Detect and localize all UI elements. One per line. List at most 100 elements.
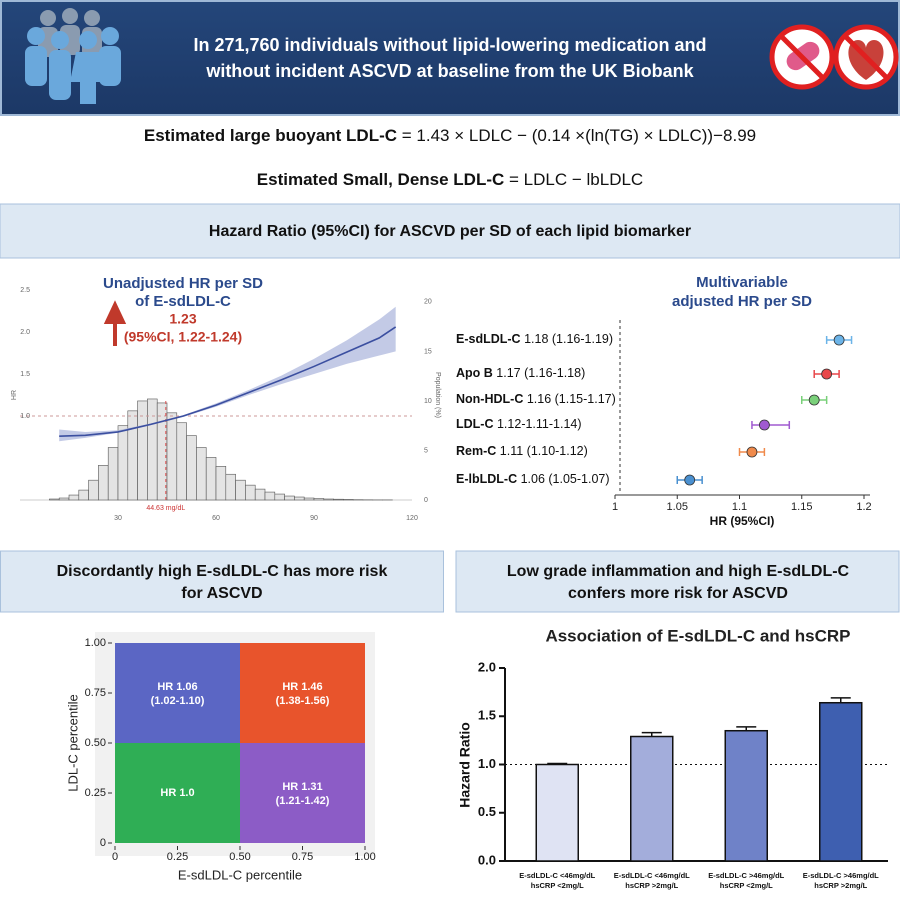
x-tick-label: E-sdLDL-C <46mg/dL xyxy=(614,871,690,880)
y2-tick-label: 0 xyxy=(424,497,428,504)
histogram-bar xyxy=(225,473,236,501)
y-axis-title: LDL-C percentile xyxy=(65,694,80,792)
category-label: E-lbLDL-C xyxy=(456,472,517,486)
reference-label: 44.63 mg/dL xyxy=(146,505,185,512)
quadrant xyxy=(115,743,240,843)
histogram-bar xyxy=(333,498,344,501)
point xyxy=(808,394,820,406)
row-label: Non-HDL-C 1.16 (1.15-1.17) xyxy=(456,392,616,406)
x-tick-label: E-sdLDL-C <46mg/dL xyxy=(519,871,595,880)
formula: Estimated Small, Dense LDL-C = LDLC − lb… xyxy=(257,170,643,189)
histogram-bar xyxy=(323,498,334,501)
histogram-bar xyxy=(117,425,129,501)
histogram-bar xyxy=(88,479,99,501)
quadrant-ci: (1.38-1.56) xyxy=(276,695,330,707)
point xyxy=(833,334,845,346)
section-title: Hazard Ratio (95%CI) for ASCVD per SD of… xyxy=(209,223,691,240)
y-tick-label: 0.0 xyxy=(478,852,496,867)
x-tick-label: 30 xyxy=(114,515,122,522)
y2-tick-label: 10 xyxy=(424,398,432,405)
histogram-bar xyxy=(107,447,119,501)
y2-tick-label: 20 xyxy=(424,299,432,306)
histogram-bar xyxy=(215,466,227,501)
point xyxy=(684,474,696,486)
y2-tick-label: 15 xyxy=(424,348,432,355)
histogram-bar xyxy=(313,498,325,501)
histogram-bar xyxy=(245,484,256,501)
no-heart-disease-icon xyxy=(833,24,899,90)
quadrant-label: HR 1.46 xyxy=(282,681,322,693)
value-label: 1.06 (1.05-1.07) xyxy=(521,472,610,486)
x-tick-label: 90 xyxy=(310,515,318,522)
y2-axis-title: Population (%) xyxy=(434,372,441,418)
x-tick-label: hsCRP <2mg/L xyxy=(720,881,773,890)
y-tick-label: 0.25 xyxy=(85,787,106,799)
y-tick-label: 1.00 xyxy=(85,637,106,649)
histogram-bar xyxy=(294,496,305,501)
point xyxy=(759,419,770,431)
quadrant xyxy=(240,643,365,743)
x-tick-label: 1.05 xyxy=(667,501,688,513)
y-tick-label: 0.75 xyxy=(85,687,106,699)
x-tick-label: 1 xyxy=(612,501,618,513)
annotation: (95%CI, 1.22-1.24) xyxy=(124,329,242,345)
value-label: 1.11 (1.10-1.12) xyxy=(500,444,588,458)
histogram-bar xyxy=(196,447,207,501)
histogram-bar xyxy=(49,498,60,501)
formula-expression: = LDLC − lbLDLC xyxy=(509,170,643,189)
histogram-bar xyxy=(147,398,158,501)
chart-title: adjusted HR per SD xyxy=(672,293,812,310)
y-tick-label: 1.5 xyxy=(20,371,30,378)
point xyxy=(746,446,758,458)
histogram-bar xyxy=(186,435,197,501)
y-tick-label: 1.0 xyxy=(478,756,496,771)
section-box xyxy=(0,203,900,259)
row-label: Rem-C 1.11 (1.10-1.12) xyxy=(456,444,588,458)
header-title: In 271,760 individuals without lipid-low… xyxy=(193,35,706,55)
confidence-band xyxy=(59,306,396,442)
value-label: 1.12-1.11-1.14) xyxy=(497,417,582,431)
point xyxy=(821,368,833,380)
y-tick-label: 0 xyxy=(100,837,106,849)
category-label: Apo B xyxy=(456,366,493,380)
bar xyxy=(630,735,674,862)
formula-name: Estimated Small, Dense LDL-C xyxy=(257,170,505,189)
row-label: LDL-C 1.12-1.11-1.14) xyxy=(456,417,582,431)
header-title: without incident ASCVD at baseline from … xyxy=(205,61,694,81)
category-label: Rem-C xyxy=(456,444,496,458)
category-label: Non-HDL-C xyxy=(456,392,523,406)
y-tick-label: 2.0 xyxy=(20,329,30,336)
histogram-bar xyxy=(166,412,178,501)
quadrant-ci: (1.02-1.10) xyxy=(151,695,205,707)
x-tick-label: hsCRP >2mg/L xyxy=(814,881,867,890)
x-tick-label: 120 xyxy=(406,515,418,522)
y2-tick-label: 5 xyxy=(424,447,428,454)
y-axis-title: Hazard Ratio xyxy=(457,722,473,808)
bar xyxy=(724,729,768,862)
category-label: E-sdLDL-C xyxy=(456,332,521,346)
y-tick-label: 0.50 xyxy=(85,737,106,749)
histogram-bar xyxy=(78,489,89,501)
histogram-bar xyxy=(58,497,70,501)
x-tick-label: 0 xyxy=(112,851,118,863)
histogram-bar xyxy=(68,494,80,501)
histogram-bar xyxy=(303,497,315,501)
row-label: E-sdLDL-C 1.18 (1.16-1.19) xyxy=(456,332,613,346)
section-box xyxy=(0,550,444,613)
x-tick-label: E-sdLDL-C >46mg/dL xyxy=(708,871,784,880)
chart-title: Association of E-sdLDL-C and hsCRP xyxy=(545,626,850,645)
row-label: E-lbLDL-C 1.06 (1.05-1.07) xyxy=(456,472,610,486)
chart-title: Unadjusted HR per SD xyxy=(103,275,263,292)
y-tick-label: 1.0 xyxy=(20,413,30,420)
formula-expression: = 1.43 × LDLC − (0.14 ×(ln(TG) × LDLC))−… xyxy=(402,126,756,145)
histogram-bar xyxy=(274,493,285,501)
category-label: LDL-C xyxy=(456,417,494,431)
quadrant-ci: (1.21-1.42) xyxy=(276,795,330,807)
histogram-bar xyxy=(264,491,276,501)
annotation: 1.23 xyxy=(169,311,196,327)
value-label: 1.18 (1.16-1.19) xyxy=(524,332,613,346)
x-tick-label: 0.25 xyxy=(167,851,188,863)
error-bar xyxy=(641,731,662,737)
error-bar xyxy=(830,697,851,703)
x-tick-label: 60 xyxy=(212,515,220,522)
